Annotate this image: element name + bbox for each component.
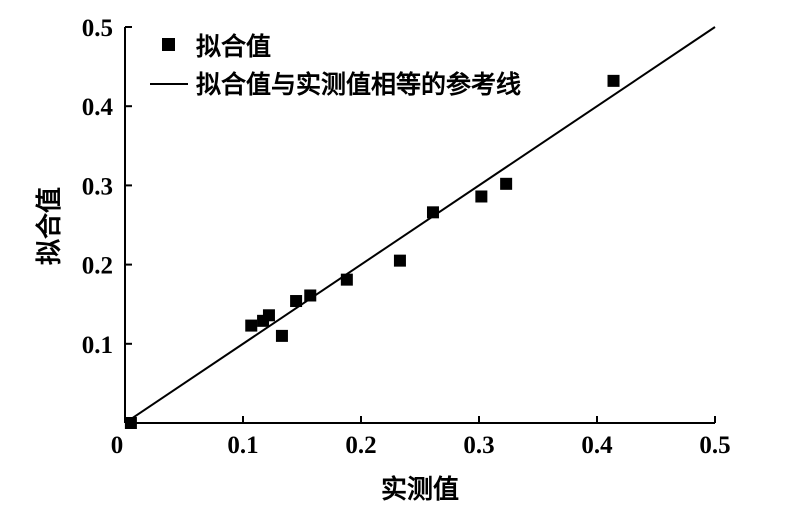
y-tick-label: 0.2	[82, 253, 113, 280]
y-tick-label: 0.5	[82, 15, 113, 42]
data-point	[426, 206, 439, 219]
data-point	[124, 417, 137, 429]
y-tick-label: 0.4	[82, 94, 114, 121]
data-point	[275, 329, 288, 342]
data-point	[607, 74, 620, 87]
data-point	[500, 177, 513, 190]
x-tick-label: 0.3	[463, 432, 494, 459]
legend-label-fitted: 拟合值	[196, 32, 271, 61]
data-point	[245, 319, 258, 332]
legend: 拟合值 拟合值与实测值相等的参考线	[150, 32, 521, 99]
data-point	[393, 254, 406, 267]
data-point	[340, 273, 353, 286]
data-point	[290, 295, 303, 308]
x-axis-ticks: 0 0.1 0.2 0.3 0.4 0.5	[111, 416, 731, 459]
data-points	[124, 74, 620, 429]
x-axis-title: 实测值	[381, 474, 459, 505]
y-axis-title: 拟合值	[34, 187, 65, 265]
legend-label-reference-line: 拟合值与实测值相等的参考线	[196, 70, 521, 99]
legend-square-marker-icon	[162, 38, 175, 51]
x-tick-label: 0.4	[581, 432, 613, 459]
x-tick-label: 0.5	[699, 432, 730, 459]
reference-line-group	[124, 26, 716, 424]
plot-frame	[124, 27, 715, 424]
y-tick-label: 0.1	[82, 332, 113, 359]
y-axis-ticks: 0.1 0.2 0.3 0.4 0.5	[82, 15, 132, 359]
x-tick-label: 0.2	[345, 432, 376, 459]
data-point	[475, 190, 488, 203]
x-tick-label: 0.1	[227, 432, 258, 459]
y-tick-label: 0.3	[82, 173, 113, 200]
data-point	[304, 289, 317, 302]
data-point	[262, 309, 275, 322]
reference-line	[124, 26, 716, 424]
x-tick-label: 0	[111, 432, 124, 459]
